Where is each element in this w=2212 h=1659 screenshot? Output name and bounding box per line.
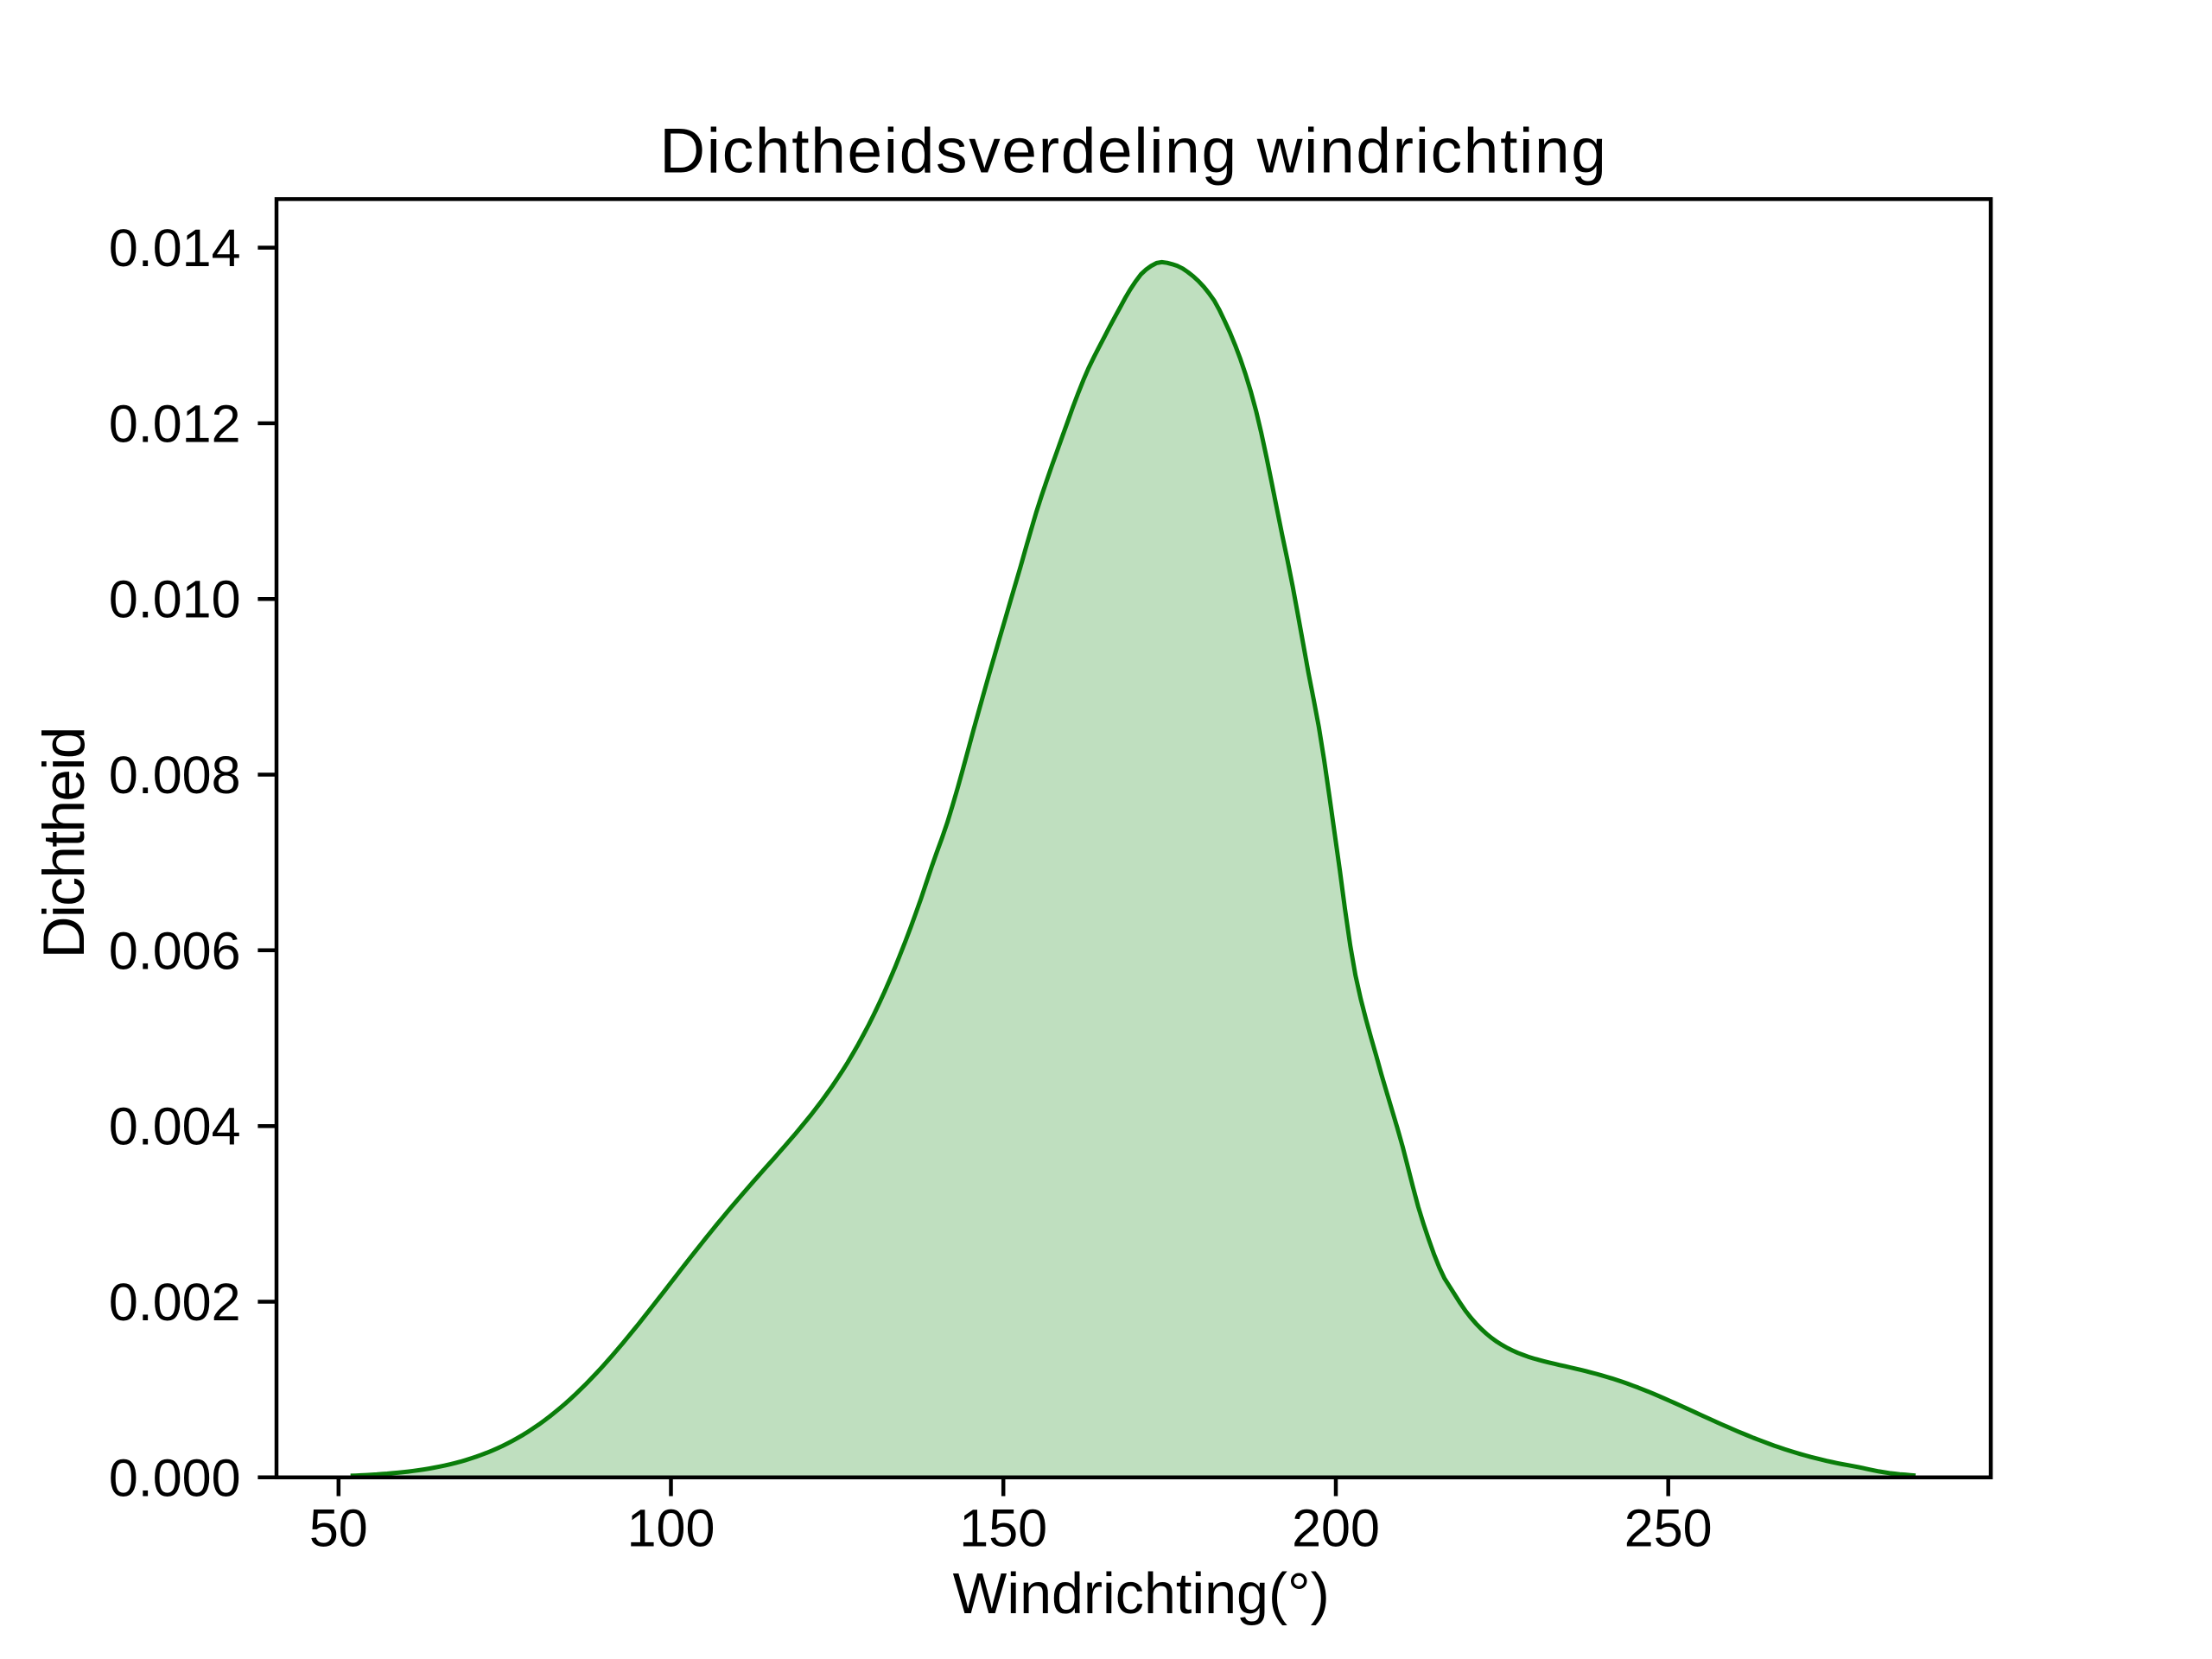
svg-text:0.006: 0.006 (109, 921, 241, 980)
svg-text:0.002: 0.002 (109, 1273, 241, 1332)
svg-text:Windrichting(°): Windrichting(°) (953, 1562, 1330, 1626)
svg-text:0.010: 0.010 (109, 570, 241, 629)
svg-text:100: 100 (627, 1499, 715, 1558)
svg-text:250: 250 (1624, 1499, 1713, 1558)
svg-text:0.012: 0.012 (109, 394, 241, 453)
svg-text:Dichtheidsverdeling windrichti: Dichtheidsverdeling windrichting (659, 117, 1607, 187)
svg-text:0.008: 0.008 (109, 746, 241, 804)
svg-text:200: 200 (1292, 1499, 1380, 1558)
svg-text:50: 50 (309, 1499, 368, 1558)
svg-text:0.000: 0.000 (109, 1448, 241, 1507)
svg-text:0.004: 0.004 (109, 1097, 241, 1156)
svg-text:Dichtheid: Dichtheid (32, 728, 97, 958)
svg-text:150: 150 (959, 1499, 1047, 1558)
svg-text:0.014: 0.014 (109, 219, 241, 277)
